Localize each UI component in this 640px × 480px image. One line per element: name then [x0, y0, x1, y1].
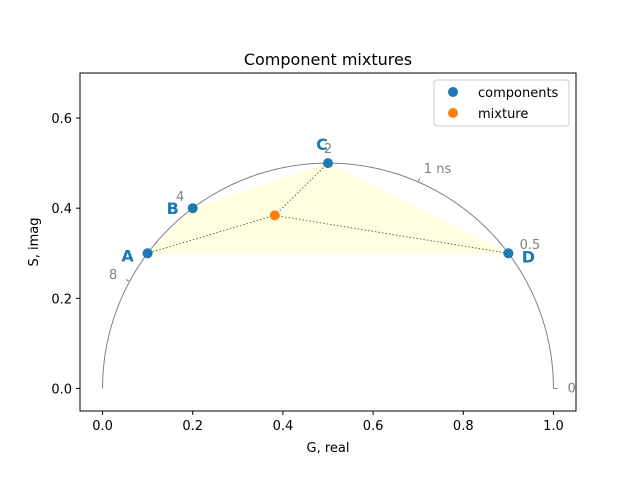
y-tick-label: 0.6 [51, 112, 72, 127]
x-tick-label: 0.8 [453, 419, 474, 434]
y-tick-label: 0.2 [51, 292, 72, 307]
x-tick-label: 0.0 [92, 419, 113, 434]
lifetime-tick-mark [125, 279, 130, 282]
component-point [187, 203, 198, 214]
component-point [142, 248, 153, 259]
legend-box [433, 79, 570, 127]
mixture-link [274, 214, 509, 254]
mixture-point [269, 210, 280, 221]
lifetime-tick-mark [417, 178, 421, 183]
lifetime-tick-label: 0 [568, 382, 576, 397]
component-label: B [167, 199, 179, 218]
y-tick-label: 0.0 [51, 382, 72, 397]
chart-title: Component mixtures [244, 50, 412, 69]
lifetime-tick-label: 0.5 [520, 238, 541, 253]
y-axis-label: S, imag [27, 217, 42, 266]
legend-entry: components [478, 86, 559, 101]
component-point [503, 248, 514, 259]
lifetime-tick-label: 8 [109, 268, 117, 283]
component-hull [147, 163, 509, 254]
axes-frame [79, 72, 577, 412]
mixture-link [147, 214, 275, 254]
x-axis-label: G, real [307, 441, 350, 456]
legend-marker [448, 87, 458, 97]
x-tick-label: 0.2 [182, 419, 203, 434]
lifetime-tick-label: 1 ns [424, 162, 452, 177]
plot-area: 0 0.5 1 ns 2 4 8A B C D [102, 135, 576, 397]
legend-marker [448, 108, 458, 118]
lifetime-tick-label: 2 [324, 142, 332, 157]
component-point [323, 158, 333, 169]
legend-entry: mixture [478, 107, 528, 122]
lifetime-tick-label: 4 [176, 190, 184, 205]
component-label: A [121, 246, 134, 265]
y-axis: 0.0 0.2 0.4 0.6 [51, 112, 80, 397]
x-tick-label: 0.6 [363, 419, 384, 434]
x-tick-label: 0.4 [273, 419, 294, 434]
x-axis: 0.0 0.2 0.4 0.6 0.8 1.0 [92, 411, 564, 434]
legend: components mixture [433, 79, 570, 127]
x-tick-label: 1.0 [543, 419, 564, 434]
component-label: C [316, 135, 328, 154]
component-label: D [522, 247, 535, 266]
y-tick-label: 0.4 [51, 202, 72, 217]
